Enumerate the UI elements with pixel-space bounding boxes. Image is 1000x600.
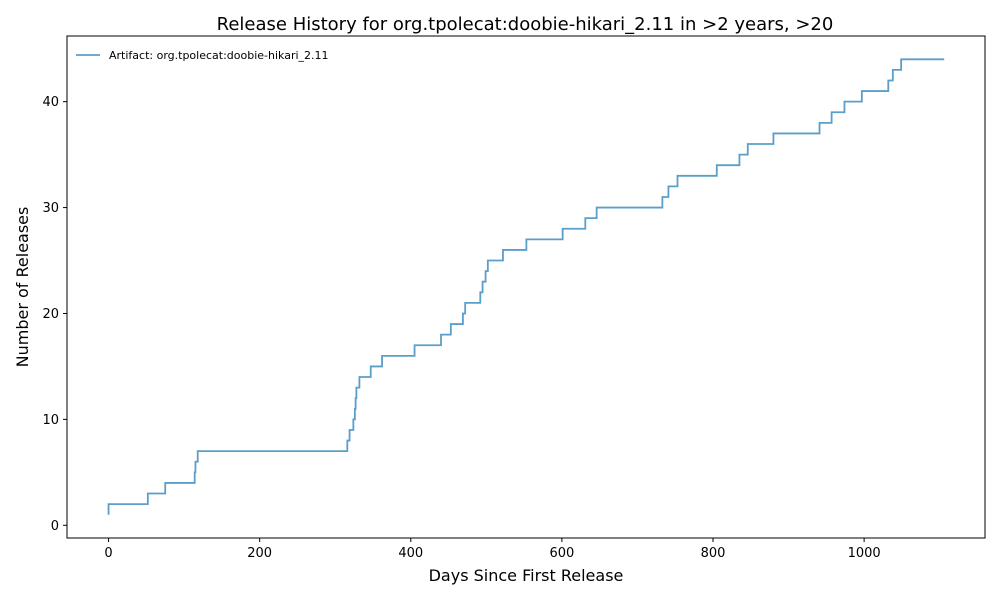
y-tick-label: 10 xyxy=(42,413,59,428)
y-tick-label: 20 xyxy=(42,307,59,322)
series-line-0 xyxy=(107,58,945,515)
plot-frame xyxy=(66,35,986,539)
y-axis: 0 10 20 30 40 xyxy=(42,95,67,534)
x-tick-label: 400 xyxy=(398,546,423,561)
y-axis-label: Number of Releases xyxy=(13,207,32,368)
legend: Artifact: org.tpolecat:doobie-hikari_2.1… xyxy=(76,49,329,62)
x-tick-label: 0 xyxy=(104,546,112,561)
x-tick-label: 800 xyxy=(701,546,726,561)
y-tick-label: 30 xyxy=(42,201,59,216)
chart-title: Release History for org.tpolecat:doobie-… xyxy=(217,14,834,35)
legend-label: Artifact: org.tpolecat:doobie-hikari_2.1… xyxy=(109,49,329,62)
x-axis-label: Days Since First Release xyxy=(429,566,624,585)
y-tick-label: 0 xyxy=(51,519,59,534)
x-tick-label: 600 xyxy=(549,546,574,561)
x-tick-label: 200 xyxy=(247,546,272,561)
x-axis: 0 200 400 600 800 1000 xyxy=(104,538,881,561)
x-tick-label: 1000 xyxy=(848,546,881,561)
y-tick-label: 40 xyxy=(42,95,59,110)
plot-area xyxy=(107,58,945,515)
